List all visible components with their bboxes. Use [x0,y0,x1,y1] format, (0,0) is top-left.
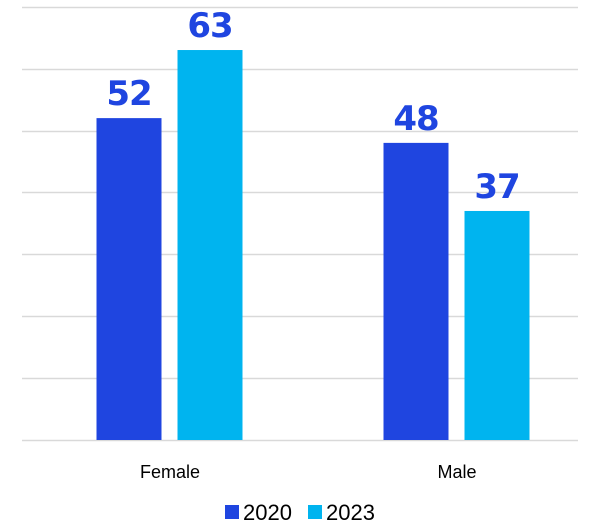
data-label-male-2020: 48 [393,99,438,139]
legend-label-2020: 2020 [243,500,292,525]
legend-swatch-2023 [308,505,322,519]
data-labels: 52 48 63 37 [106,6,520,207]
data-label-female-2023: 63 [187,6,232,46]
legend-swatch-2020 [225,505,239,519]
data-label-male-2023: 37 [474,167,519,207]
category-label-female: Female [140,462,200,482]
data-label-female-2020: 52 [106,74,151,114]
bar-male-2020 [383,142,449,440]
bars [96,50,530,441]
bar-female-2020 [96,118,162,441]
bar-female-2023 [177,50,243,440]
category-axis: Female Male [140,462,477,482]
legend: 2020 2023 [225,500,375,525]
category-label-male: Male [437,462,476,482]
legend-label-2023: 2023 [326,500,375,525]
bar-male-2023 [464,210,530,440]
